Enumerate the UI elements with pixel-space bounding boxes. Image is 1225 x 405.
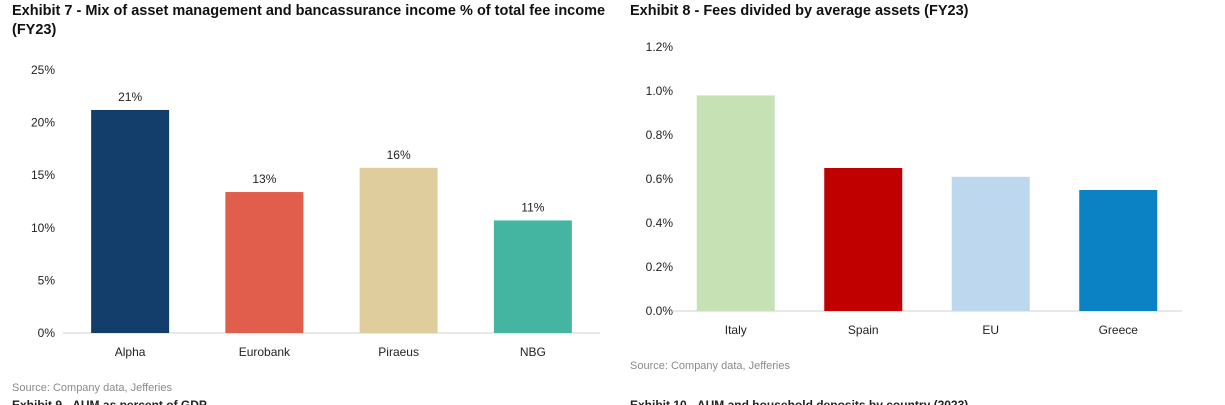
exhibit-7-data-label: 13% xyxy=(252,172,276,186)
exhibit-7-category-label: NBG xyxy=(520,345,546,359)
exhibit-9-title-partial: Exhibit 9 - AUM as percent of GDP xyxy=(12,398,207,405)
exhibit-7-category-label: Piraeus xyxy=(378,345,419,359)
exhibit-8-source: Source: Company data, Jefferies xyxy=(630,360,790,372)
exhibit-7-ytick-label: 5% xyxy=(38,273,56,287)
exhibit-7-ytick-label: 15% xyxy=(31,168,55,182)
exhibit-7-ytick-label: 25% xyxy=(31,63,55,77)
exhibit-8-bar xyxy=(696,95,775,312)
exhibit-7-chart: 0% 5% 10% 15% 20% 25% Alpha 21% Eurobank 13% Pirae… xyxy=(31,63,600,359)
exhibit-7-category-label: Alpha xyxy=(115,345,146,359)
exhibit-7-bar xyxy=(493,220,572,333)
exhibit-8-bar xyxy=(951,176,1030,311)
exhibit-7-ytick-label: 0% xyxy=(38,326,56,340)
exhibit-8-chart: 0.0% 0.2% 0.4% 0.6% 0.8% 1.0% 1.2% Italy Spain EU… xyxy=(646,40,1182,337)
exhibit-8-bar xyxy=(824,168,903,311)
exhibit-7-data-label: 21% xyxy=(118,90,142,104)
exhibit-7-data-label: 11% xyxy=(521,200,544,214)
exhibit-8-panel: Exhibit 8 - Fees divided by average asse… xyxy=(622,0,1225,405)
exhibit-8-ytick-label: 0.0% xyxy=(646,304,674,318)
exhibit-8-category-label: Italy xyxy=(725,323,747,337)
exhibit-10-title-partial: Exhibit 10 - AUM and household deposits … xyxy=(630,398,969,405)
exhibit-8-category-label: Greece xyxy=(1099,323,1139,337)
exhibit-7-bar xyxy=(91,109,170,333)
exhibit-7-bar xyxy=(225,192,304,333)
exhibit-8-ytick-label: 1.2% xyxy=(646,40,674,54)
exhibit-7-ytick-label: 10% xyxy=(31,221,55,235)
exhibit-7-data-label: 16% xyxy=(387,148,411,162)
exhibit-8-ytick-label: 1.0% xyxy=(646,84,674,98)
exhibit-7-bar xyxy=(359,167,438,333)
exhibit-7-category-label: Eurobank xyxy=(239,345,291,359)
exhibit-7-title: Exhibit 7 - Mix of asset management and … xyxy=(12,3,606,38)
exhibit-8-ytick-label: 0.2% xyxy=(646,260,674,274)
exhibit-8-ytick-label: 0.6% xyxy=(646,172,674,186)
exhibit-7-source: Source: Company data, Jefferies xyxy=(12,382,172,394)
exhibit-8-bar xyxy=(1079,190,1158,311)
exhibit-8-ytick-label: 0.4% xyxy=(646,216,674,230)
exhibit-7-panel: Exhibit 7 - Mix of asset management and … xyxy=(12,3,606,405)
exhibit-8-category-label: EU xyxy=(982,323,999,337)
exhibit-8-ytick-label: 0.8% xyxy=(646,128,674,142)
exhibit-8-category-label: Spain xyxy=(848,323,879,337)
exhibit-7-ytick-label: 20% xyxy=(31,116,55,130)
exhibit-8-title: Exhibit 8 - Fees divided by average asse… xyxy=(630,3,969,19)
